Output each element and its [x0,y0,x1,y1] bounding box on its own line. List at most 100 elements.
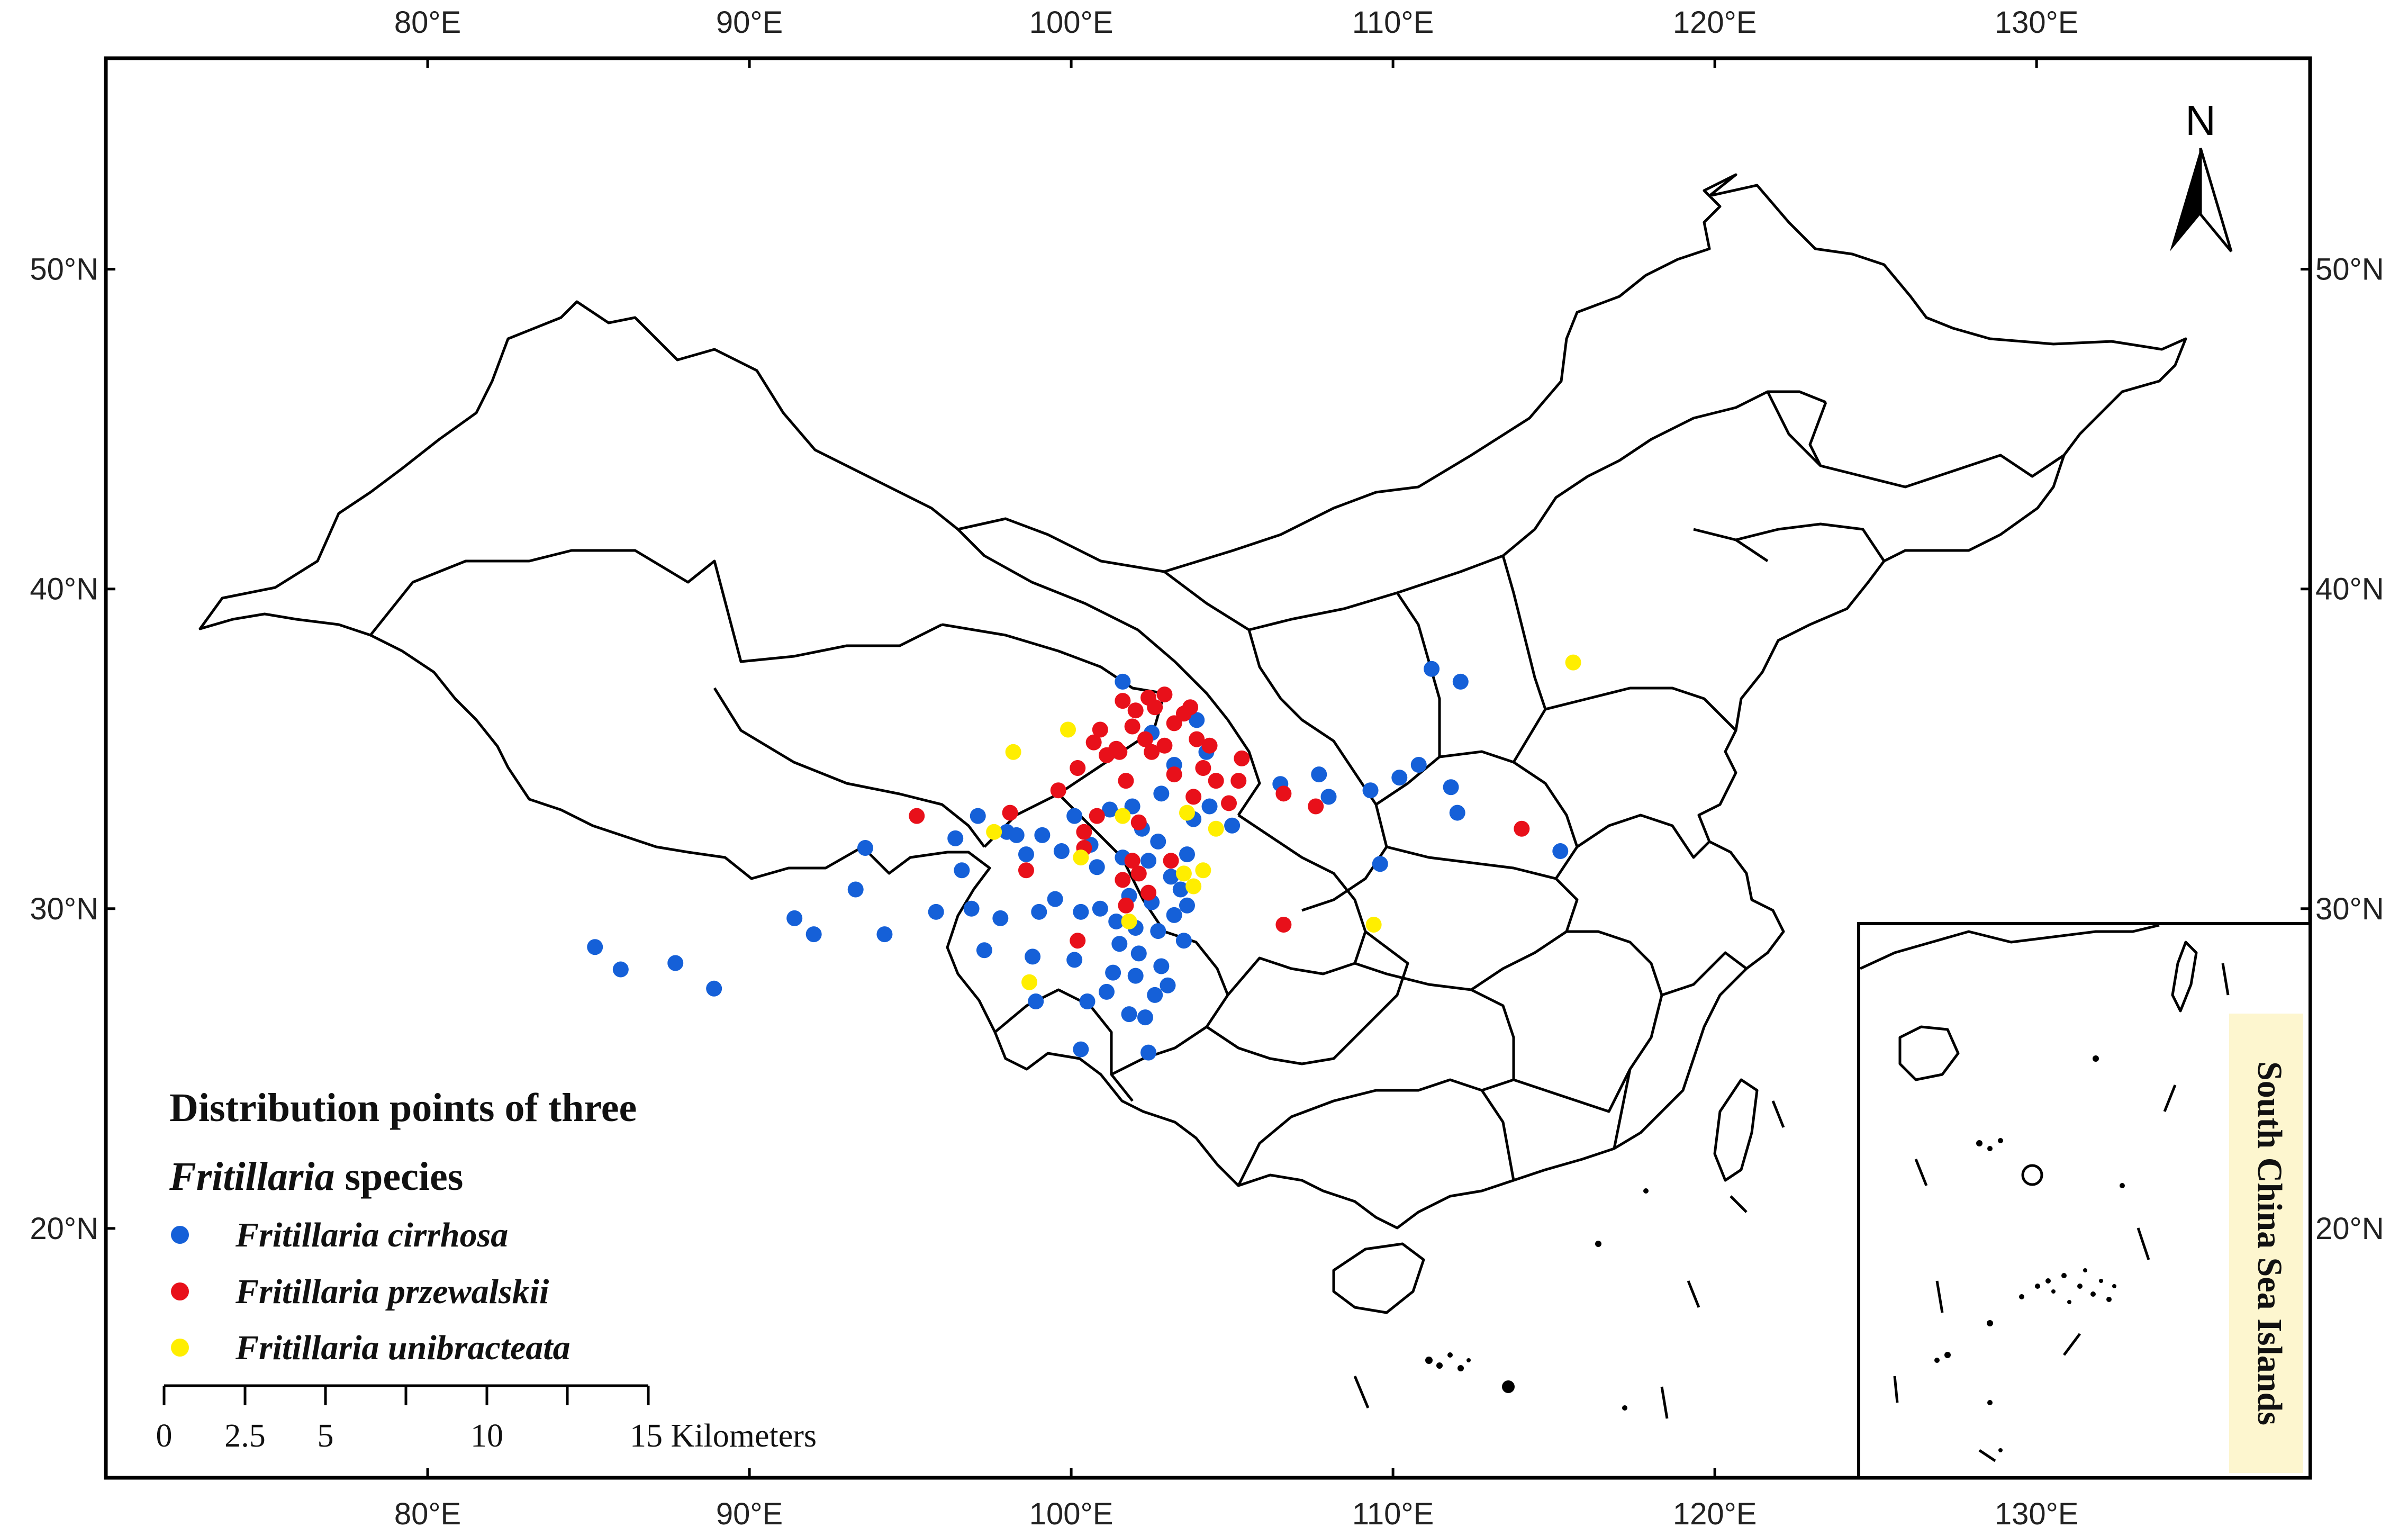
point-przewalskii [1018,862,1034,879]
point-przewalskii [1070,760,1086,776]
point-przewalskii [1140,884,1157,901]
boundary-inner-mongolia [1163,390,1826,631]
point-cirrhosa [1105,964,1121,981]
point-przewalskii [1147,699,1163,716]
boundary-jiangxi [1567,930,1663,1149]
coordinate-ticks: 80°E 80°E 90°E 90°E 100°E 100°E 110°E 110°E 120°… [30,5,2384,1531]
point-przewalskii [1118,897,1134,914]
lat-label-left: 20°N [30,1212,98,1246]
point-cirrhosa [1031,903,1047,920]
point-przewalskii [1234,750,1250,766]
point-cirrhosa [1362,782,1379,799]
point-unibracteata [986,824,1002,840]
lon-label-top: 130°E [1995,5,2079,40]
lat-label-right: 30°N [2315,892,2384,926]
point-cirrhosa [1066,808,1083,824]
lon-label-bottom: 80°E [394,1497,461,1531]
point-cirrhosa [1008,827,1025,843]
point-przewalskii [1115,872,1131,888]
legend-title-line1: Distribution points of three [169,1086,637,1130]
point-cirrhosa [970,808,986,824]
point-przewalskii [1076,824,1092,840]
point-cirrhosa [1224,817,1241,834]
point-cirrhosa [1140,853,1157,869]
boundary-jiangsu-anhui [1576,814,1710,859]
inset-dash-line [1893,963,2230,1462]
point-unibracteata [1565,654,1581,671]
scale-bar: 0 2.5 5 10 15 Kilometers [156,1384,817,1454]
point-przewalskii [1002,805,1018,821]
point-cirrhosa [667,955,684,971]
lat-label-right: 20°N [2315,1212,2384,1246]
point-przewalskii [1130,814,1147,830]
boundary-shandong [1545,686,1737,731]
legend-label-przewalskii: Fritillaria przewalskii [235,1272,549,1311]
point-cirrhosa [1449,805,1465,821]
scale-bar-ticks [162,1386,650,1405]
boundary-hebei [1501,555,1547,763]
point-przewalskii [1166,715,1182,731]
point-przewalskii [1089,808,1105,824]
map-frame [104,56,2312,1480]
small-islands [1425,1188,1649,1411]
point-przewalskii [1156,686,1173,703]
point-przewalskii [1098,747,1115,763]
boundary-tibet-qinghai [713,687,985,848]
point-przewalskii [1166,766,1182,783]
point-unibracteata [1005,744,1021,760]
inset-label: South China Sea Islands [2250,1061,2289,1425]
inset-south-china-sea: South China Sea Islands [1857,922,2312,1479]
point-cirrhosa [976,942,992,959]
point-przewalskii [1137,731,1153,747]
point-przewalskii [1163,853,1179,869]
point-przewalskii [1514,820,1530,837]
point-przewalskii [1156,737,1173,754]
point-cirrhosa [1034,827,1051,843]
boundary-guangdong [1513,1068,1632,1113]
point-cirrhosa [857,840,873,856]
point-przewalskii [1111,744,1128,760]
point-cirrhosa [1066,952,1083,968]
point-cirrhosa [1089,859,1105,875]
legend-marker-unibracteata [171,1339,189,1357]
boundary-xinjiang [369,549,943,663]
point-cirrhosa [1311,766,1327,783]
inset-label-background [2229,1014,2303,1473]
point-przewalskii [1221,795,1237,811]
point-przewalskii [1275,916,1292,933]
legend-label-cirrhosa: Fritillaria cirrhosa [235,1216,508,1254]
point-cirrhosa [1410,756,1427,773]
point-cirrhosa [805,926,822,943]
point-cirrhosa [1320,789,1337,805]
point-cirrhosa [1018,846,1034,863]
legend: Distribution points of three Fritillaria… [169,1086,637,1367]
point-cirrhosa [1552,843,1569,860]
lat-label-right: 40°N [2315,572,2384,607]
point-cirrhosa [1140,1044,1157,1061]
point-cirrhosa [1079,993,1096,1009]
point-cirrhosa [1108,913,1125,929]
boundary-gansu [957,528,1261,816]
point-unibracteata [1121,913,1137,929]
legend-label-unibracteata: Fritillaria unibracteata [235,1329,571,1367]
point-unibracteata [1208,820,1224,837]
nine-dash-line [1353,1100,1785,1419]
point-przewalskii [1275,785,1292,802]
point-przewalskii [1208,773,1224,789]
scale-label-10: 10 [470,1418,503,1454]
point-przewalskii [1124,853,1140,869]
point-cirrhosa [1452,673,1469,690]
point-cirrhosa [1053,843,1070,860]
point-cirrhosa [1153,785,1170,802]
lon-label-top: 90°E [716,5,783,40]
point-unibracteata [1195,862,1211,879]
lon-label-top: 110°E [1352,5,1434,40]
point-przewalskii [1085,734,1102,751]
point-cirrhosa [1102,801,1118,818]
point-cirrhosa [706,980,722,997]
point-cirrhosa [992,910,1009,926]
point-unibracteata [1060,721,1076,738]
point-przewalskii [1127,702,1144,719]
point-cirrhosa [1025,948,1041,965]
